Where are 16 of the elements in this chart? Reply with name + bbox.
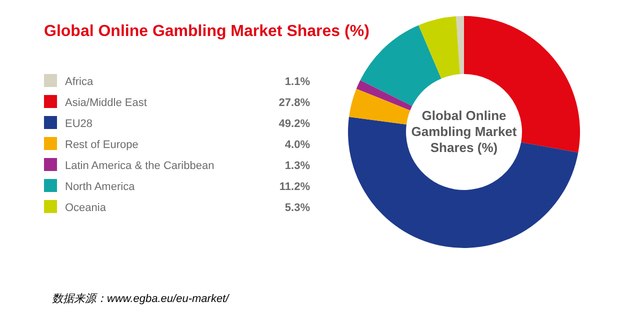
data-label: 1.3% xyxy=(284,160,310,172)
data-label: 1.1% xyxy=(284,76,310,88)
legend-label: Oceania xyxy=(65,202,107,214)
data-label: 49.2% xyxy=(278,118,310,130)
legend-label: Africa xyxy=(65,76,94,88)
data-label: 11.2% xyxy=(279,181,310,193)
legend-label: Asia/Middle East xyxy=(65,97,147,109)
source: 数据来源：www.egba.eu/eu-market/ xyxy=(52,293,229,305)
data-label: 27.8% xyxy=(278,97,310,109)
legend-label: EU28 xyxy=(65,118,93,130)
title: Global Online Gambling Market Shares (%) xyxy=(44,23,370,40)
legend-label: Rest of Europe xyxy=(65,139,138,151)
legend-label: North America xyxy=(65,181,136,193)
data-label: 4.0% xyxy=(284,139,310,151)
data-label: 5.3% xyxy=(284,202,310,214)
legend-label: Latin America & the Caribbean xyxy=(65,160,214,172)
